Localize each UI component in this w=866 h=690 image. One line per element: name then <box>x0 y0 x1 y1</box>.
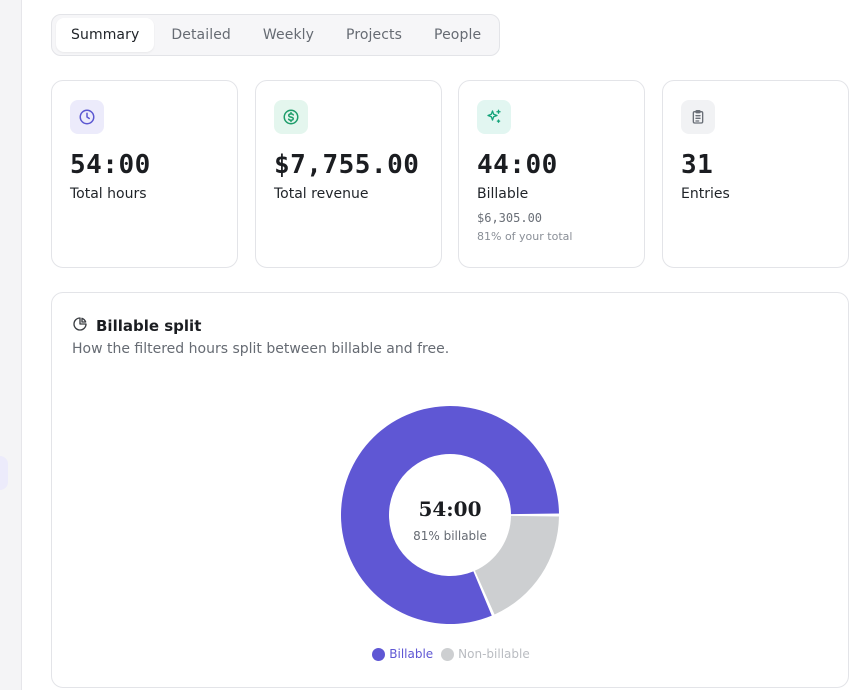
chart-legend: Billable Non-billable <box>52 647 850 661</box>
legend-dot-non-billable <box>441 647 455 661</box>
total-revenue-value: $7,755.00 <box>274 150 420 180</box>
total-hours-value: 54:00 <box>70 150 151 180</box>
total-revenue-label: Total revenue <box>274 186 369 202</box>
tab-weekly[interactable]: Weekly <box>262 27 315 43</box>
legend-item-billable[interactable]: Billable <box>372 647 433 661</box>
legend-label-non-billable: Non-billable <box>458 647 530 661</box>
tab-summary[interactable]: Summary <box>56 18 155 52</box>
billable-donut-chart <box>341 406 559 624</box>
billable-hours-value: 44:00 <box>477 150 558 180</box>
dollar-circle-icon <box>274 100 308 134</box>
legend-label-billable: Billable <box>389 647 434 661</box>
legend-dot-billable <box>372 647 386 661</box>
donut-center-value: 54:00 <box>418 497 482 521</box>
tab-projects[interactable]: Projects <box>346 27 403 43</box>
billable-amount: $6,305.00 <box>477 211 543 225</box>
panel-description: How the filtered hours split between bil… <box>72 341 450 357</box>
tab-detailed[interactable]: Detailed <box>171 27 231 43</box>
clipboard-icon <box>681 100 715 134</box>
billable-share-note: 81% of your total <box>477 230 573 243</box>
donut-slice-non-billable[interactable] <box>474 515 559 615</box>
billable-label: Billable <box>477 186 529 202</box>
billable-card: 44:00 Billable $6,305.00 81% of your tot… <box>458 80 645 268</box>
sidebar-active-indicator <box>0 456 8 490</box>
entries-card: 31 Entries <box>662 80 849 268</box>
pie-chart-icon <box>72 316 88 336</box>
donut-center-label: 81% billable <box>413 529 487 543</box>
entries-label: Entries <box>681 186 730 202</box>
total-hours-card: 54:00 Total hours <box>51 80 238 268</box>
legend-item-non-billable[interactable]: Non-billable <box>441 647 530 661</box>
total-hours-label: Total hours <box>70 186 147 202</box>
panel-title: Billable split <box>96 317 202 335</box>
total-revenue-card: $7,755.00 Total revenue <box>255 80 442 268</box>
sparkles-icon <box>477 100 511 134</box>
entries-value: 31 <box>681 150 714 180</box>
clock-icon <box>70 100 104 134</box>
left-sidebar <box>0 0 22 690</box>
billable-split-panel: Billable split How the filtered hours sp… <box>51 292 849 688</box>
report-tabs: Summary Detailed Weekly Projects People <box>51 14 500 56</box>
tab-people[interactable]: People <box>434 27 482 43</box>
donut-slice-billable[interactable] <box>341 406 559 624</box>
